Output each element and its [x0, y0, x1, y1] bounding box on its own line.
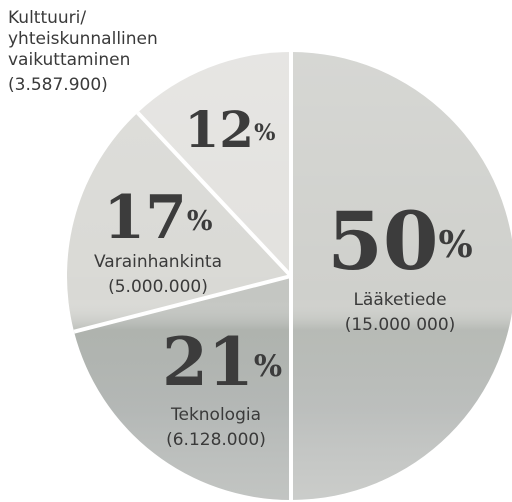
- slices: [67, 52, 512, 500]
- category-label: Varainhankinta: [94, 252, 222, 272]
- amount-label: (15.000 000): [345, 315, 456, 335]
- category-label: Lääketiede: [353, 290, 446, 310]
- category-label: Teknologia: [170, 405, 261, 425]
- amount-label: (6.128.000): [166, 430, 266, 450]
- page: {"chart_data": {"type": "pie", "categori…: [0, 0, 512, 502]
- amount-label: (5.000.000): [108, 277, 208, 297]
- chart: 50%Lääketiede(15.000 000)21%Teknologia(6…: [0, 0, 512, 502]
- amount-label: (3.587.900): [8, 75, 108, 95]
